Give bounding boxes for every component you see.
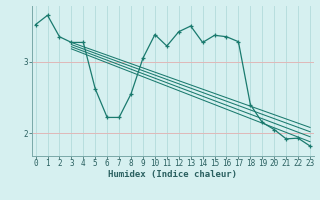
X-axis label: Humidex (Indice chaleur): Humidex (Indice chaleur) xyxy=(108,170,237,179)
